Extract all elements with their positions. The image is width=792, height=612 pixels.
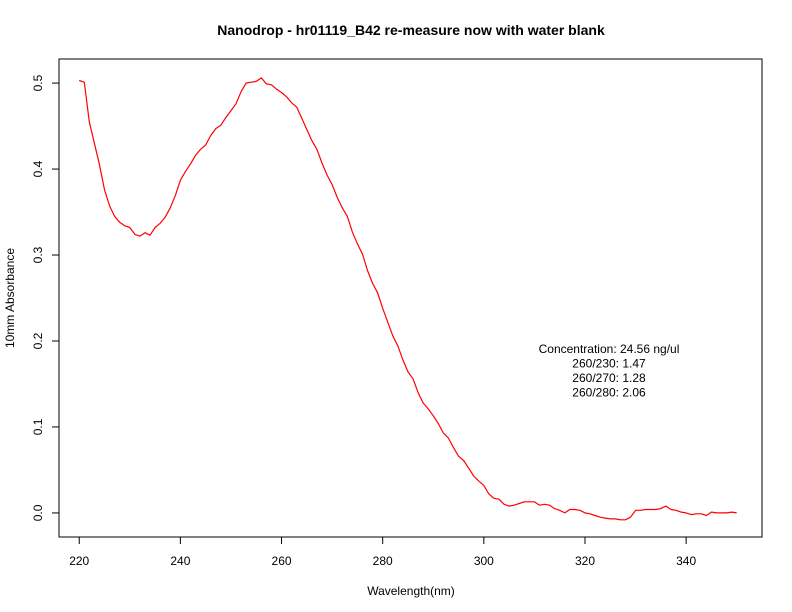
y-tick-label: 0.3 bbox=[31, 246, 45, 263]
absorbance-line bbox=[79, 77, 737, 521]
x-tick-label: 240 bbox=[170, 554, 190, 568]
series-layer bbox=[79, 77, 737, 521]
y-axis-label: 10mm Absorbance bbox=[3, 248, 17, 348]
y-axis: 0.0 0.1 0.2 0.3 0.4 0.5 bbox=[31, 74, 60, 521]
x-axis: 220 240 260 280 300 320 340 bbox=[69, 536, 696, 568]
x-tick-label: 280 bbox=[373, 554, 393, 568]
annotation-line: 260/270: 1.28 bbox=[572, 371, 646, 385]
x-tick-label: 220 bbox=[69, 554, 89, 568]
x-tick-label: 340 bbox=[676, 554, 696, 568]
y-tick-label: 0.1 bbox=[31, 418, 45, 435]
annotation-line: 260/230: 1.47 bbox=[572, 357, 646, 371]
annotation-line: Concentration: 24.56 ng/ul bbox=[539, 342, 680, 356]
annotation-line: 260/280: 2.06 bbox=[572, 386, 646, 400]
y-tick-label: 0.4 bbox=[31, 160, 45, 177]
x-tick-label: 300 bbox=[474, 554, 494, 568]
x-tick-label: 260 bbox=[272, 554, 292, 568]
y-tick-label: 0.2 bbox=[31, 332, 45, 349]
x-tick-label: 320 bbox=[575, 554, 595, 568]
y-tick-label: 0.0 bbox=[31, 504, 45, 521]
plot-frame bbox=[58, 58, 763, 538]
chart-title: Nanodrop - hr01119_B42 re-measure now wi… bbox=[217, 22, 605, 38]
y-tick-label: 0.5 bbox=[31, 74, 45, 91]
x-axis-label: Wavelength(nm) bbox=[367, 584, 455, 598]
